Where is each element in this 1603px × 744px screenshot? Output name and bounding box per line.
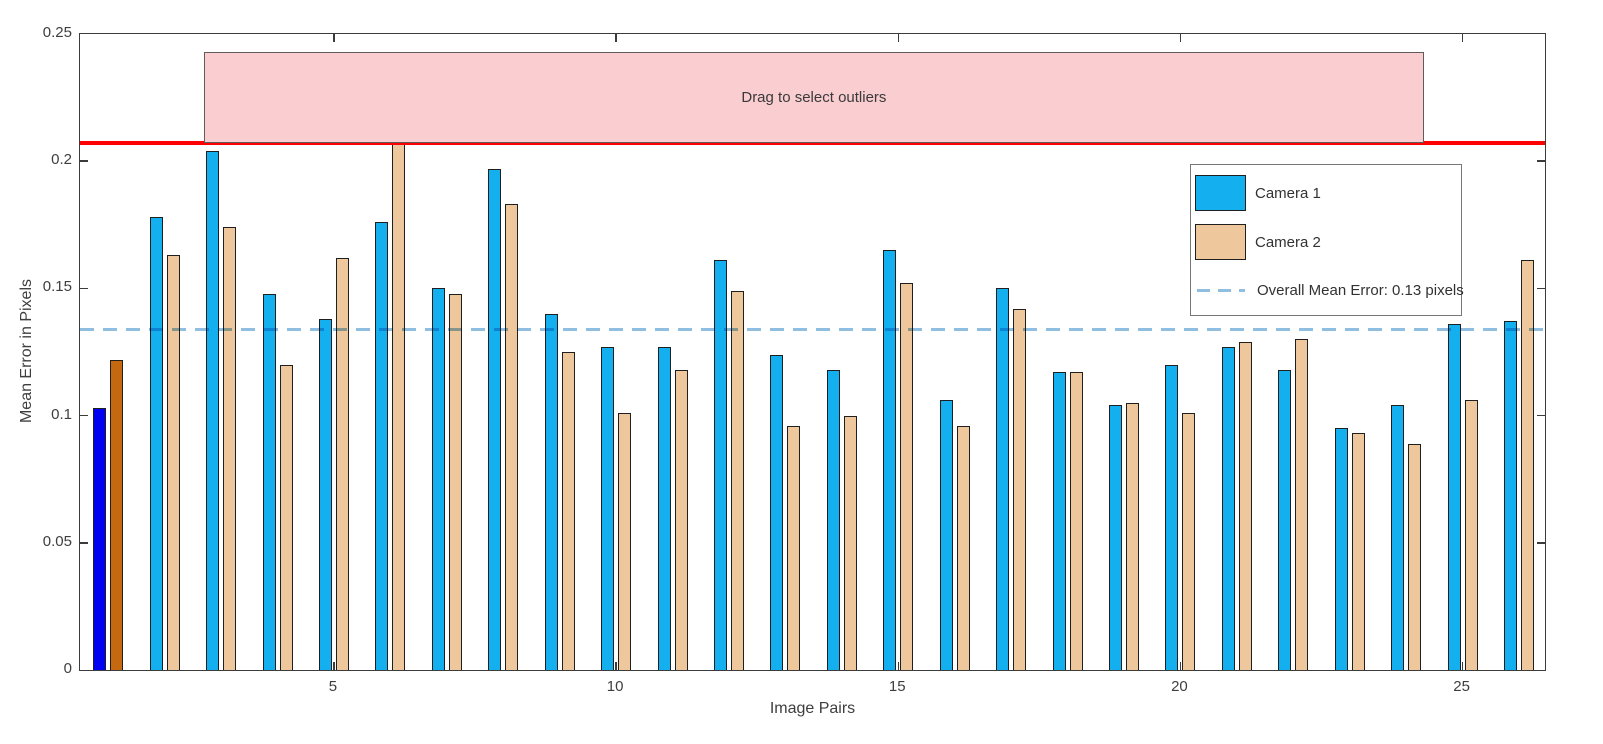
bar-camera1-pair-5 <box>318 318 332 670</box>
x-tick-label: 10 <box>606 678 624 695</box>
bar-camera1-pair-15 <box>883 250 897 670</box>
bar-camera2-pair-8 <box>505 204 519 670</box>
bar-camera2-pair-10 <box>618 413 632 670</box>
bar-camera1-pair-12 <box>713 260 727 670</box>
x-tick-mark-top <box>333 34 335 42</box>
legend: Camera 1 Camera 2 Overall Mean Error: 0.… <box>1190 164 1464 316</box>
bar-camera2-pair-16 <box>956 425 970 670</box>
overall-mean-error-line <box>80 327 1545 331</box>
y-axis-label: Mean Error in Pixels <box>18 278 35 424</box>
bar-camera2-pair-6 <box>392 143 406 670</box>
x-tick-mark <box>615 662 617 670</box>
outlier-drag-label: Drag to select outliers <box>741 89 887 107</box>
bar-camera1-pair-24 <box>1391 405 1405 670</box>
bar-camera1-pair-11 <box>657 346 671 670</box>
y-tick-mark <box>80 160 88 162</box>
bar-camera2-pair-20 <box>1182 413 1196 670</box>
x-tick-label: 20 <box>1171 678 1188 695</box>
bar-camera1-pair-4 <box>262 293 276 670</box>
bar-camera1-pair-6 <box>375 222 389 670</box>
y-tick-mark <box>80 287 88 290</box>
legend-swatch-camera1 <box>1195 175 1246 211</box>
bar-camera2-pair-14 <box>843 415 857 670</box>
y-tick-mark-right <box>1537 414 1545 417</box>
bar-camera2-pair-13 <box>787 425 801 670</box>
y-tick-mark-right <box>1537 542 1545 544</box>
legend-dash-sample-icon <box>1197 288 1245 292</box>
legend-item-camera2: Camera 2 <box>1195 223 1457 261</box>
bar-camera1-pair-20 <box>1165 364 1179 670</box>
legend-label-camera1: Camera 1 <box>1255 184 1321 202</box>
x-tick-mark-top <box>615 34 617 42</box>
bar-camera1-pair-21 <box>1221 346 1235 670</box>
y-tick-label: 0.1 <box>51 405 72 423</box>
x-tick-mark <box>1461 662 1464 670</box>
y-tick-mark-right <box>1537 287 1545 290</box>
x-tick-mark <box>1179 662 1182 670</box>
bar-camera2-pair-18 <box>1069 372 1083 670</box>
bar-camera2-pair-21 <box>1238 341 1252 670</box>
bar-camera1-pair-1 <box>93 407 107 670</box>
x-tick-mark <box>897 662 900 670</box>
bar-camera2-pair-26 <box>1521 260 1535 670</box>
legend-swatch-camera2 <box>1195 224 1246 260</box>
bar-camera2-pair-19 <box>1126 402 1139 670</box>
bar-camera2-pair-25 <box>1464 400 1478 670</box>
x-tick-mark <box>333 662 335 670</box>
x-tick-mark-top <box>897 34 900 42</box>
bar-camera1-pair-16 <box>939 400 953 670</box>
bar-camera2-pair-15 <box>900 283 914 670</box>
bar-camera2-pair-2 <box>166 255 180 670</box>
bar-camera1-pair-17 <box>996 288 1010 670</box>
y-tick-label: 0.05 <box>42 532 72 550</box>
y-tick-label: 0.25 <box>42 24 72 41</box>
bar-camera2-pair-5 <box>335 257 349 670</box>
bar-camera1-pair-9 <box>544 313 558 670</box>
y-tick-mark <box>80 542 88 544</box>
y-tick-mark-right <box>1537 160 1545 162</box>
x-tick-mark-top <box>1179 34 1182 42</box>
bar-camera1-pair-2 <box>149 217 163 670</box>
bar-camera1-pair-22 <box>1278 369 1292 670</box>
outlier-threshold-line[interactable] <box>80 141 1545 146</box>
bar-camera1-pair-13 <box>770 354 784 670</box>
x-tick-label: 25 <box>1453 678 1470 695</box>
bar-camera2-pair-23 <box>1351 433 1365 670</box>
bar-camera2-pair-3 <box>223 227 237 670</box>
bar-camera2-pair-11 <box>674 369 688 670</box>
y-tick-label: 0 <box>63 660 72 677</box>
bar-camera1-pair-25 <box>1447 324 1461 670</box>
x-axis-label: Image Pairs <box>769 700 856 717</box>
bar-camera1-pair-23 <box>1334 428 1348 670</box>
bar-camera1-pair-8 <box>488 168 502 670</box>
bar-camera2-pair-24 <box>1408 443 1422 670</box>
bar-camera2-pair-1 <box>110 359 124 670</box>
x-tick-label: 5 <box>328 678 338 695</box>
bar-camera1-pair-10 <box>601 346 615 670</box>
x-tick-label: 15 <box>888 678 906 695</box>
bar-camera1-pair-26 <box>1504 321 1518 670</box>
y-tick-mark <box>80 414 88 417</box>
bar-camera2-pair-9 <box>561 352 575 670</box>
bar-camera2-pair-12 <box>730 290 744 670</box>
bar-camera1-pair-18 <box>1052 372 1066 670</box>
bar-camera1-pair-7 <box>431 288 445 670</box>
legend-label-mean-error: Overall Mean Error: 0.13 pixels <box>1257 281 1464 299</box>
bar-camera2-pair-7 <box>448 293 462 670</box>
legend-item-mean-error: Overall Mean Error: 0.13 pixels <box>1195 278 1464 302</box>
plot-area[interactable]: Drag to select outliers Camera 1 Camera … <box>79 33 1546 671</box>
legend-item-camera1: Camera 1 <box>1195 174 1457 212</box>
x-tick-mark-top <box>1461 34 1464 42</box>
bar-camera1-pair-3 <box>206 151 220 670</box>
y-tick-label: 0.2 <box>51 151 72 169</box>
bar-camera2-pair-17 <box>1013 308 1027 670</box>
bar-camera1-pair-19 <box>1109 405 1122 670</box>
bar-camera2-pair-4 <box>279 364 293 670</box>
y-tick-label: 0.15 <box>42 278 72 296</box>
bar-camera2-pair-22 <box>1295 339 1309 670</box>
bar-camera1-pair-14 <box>826 369 840 670</box>
legend-label-camera2: Camera 2 <box>1255 233 1321 251</box>
outlier-drag-region[interactable]: Drag to select outliers <box>203 51 1425 144</box>
